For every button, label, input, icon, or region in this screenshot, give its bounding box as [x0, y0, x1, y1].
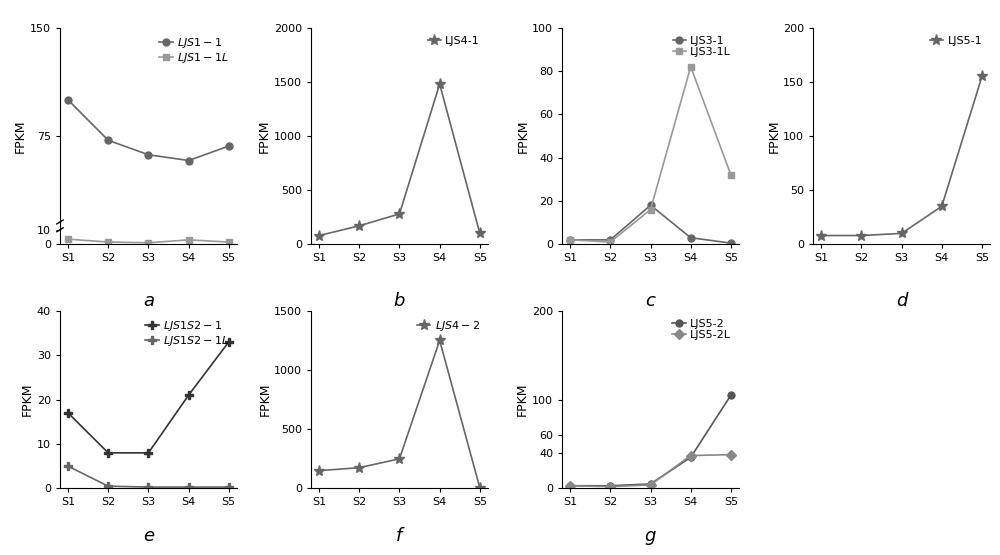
- Legend: LJS4-1: LJS4-1: [425, 33, 482, 48]
- Text: f: f: [396, 527, 403, 546]
- Y-axis label: FPKM: FPKM: [516, 119, 529, 153]
- Legend: $\mathit{LJS1S2-1}$, $\mathit{LJS1S2-1L}$: $\mathit{LJS1S2-1}$, $\mathit{LJS1S2-1L}…: [143, 316, 231, 350]
- Y-axis label: FPKM: FPKM: [21, 383, 34, 416]
- Text: d: d: [896, 292, 907, 310]
- Text: g: g: [645, 527, 656, 546]
- Y-axis label: FPKM: FPKM: [258, 119, 271, 153]
- Text: e: e: [143, 527, 154, 546]
- Y-axis label: FPKM: FPKM: [767, 119, 780, 153]
- Text: c: c: [646, 292, 655, 310]
- Legend: $\mathit{LJS4-2}$: $\mathit{LJS4-2}$: [415, 316, 482, 335]
- Legend: $\mathit{LJS1-1}$, $\mathit{LJS1-1L}$: $\mathit{LJS1-1}$, $\mathit{LJS1-1L}$: [157, 33, 231, 67]
- Legend: LJS5-2, LJS5-2L: LJS5-2, LJS5-2L: [670, 316, 733, 342]
- Legend: LJS5-1: LJS5-1: [928, 33, 984, 48]
- Legend: LJS3-1, LJS3-1L: LJS3-1, LJS3-1L: [670, 33, 733, 59]
- Text: a: a: [143, 292, 154, 310]
- Y-axis label: FPKM: FPKM: [258, 383, 271, 416]
- Text: b: b: [394, 292, 405, 310]
- Y-axis label: FPKM: FPKM: [516, 383, 529, 416]
- Y-axis label: FPKM: FPKM: [14, 119, 27, 153]
